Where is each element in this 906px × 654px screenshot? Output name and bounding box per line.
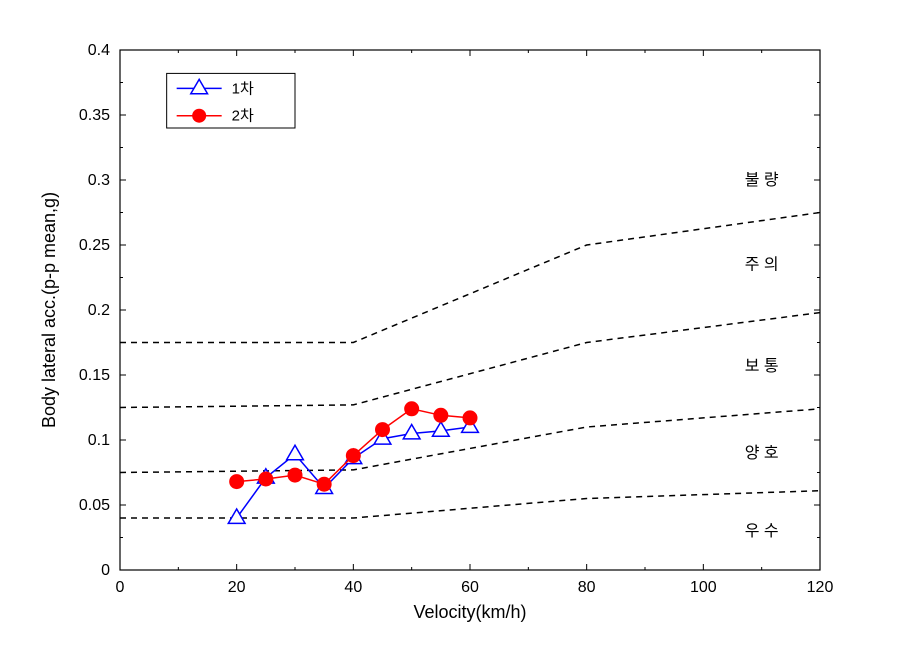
boundary-line-0 <box>120 491 820 518</box>
series-line-0 <box>237 427 470 518</box>
chart-svg: 0 20 40 60 80 100 120 0 0.05 0.1 0.15 0.2 0.25 0.3 0.3… <box>0 0 906 654</box>
x-tick-label: 0 <box>116 579 125 596</box>
y-tick-label: 0.05 <box>79 497 110 514</box>
series-marker-1 <box>376 423 390 437</box>
series-marker-1 <box>317 477 331 491</box>
series-marker-0 <box>287 445 304 459</box>
y-tick-label: 0.1 <box>88 432 110 449</box>
x-tick-label: 100 <box>690 579 717 596</box>
chart-container: 0 20 40 60 80 100 120 0 0.05 0.1 0.15 0.2 0.25 0.3 0.3… <box>0 0 906 654</box>
x-tick-label: 60 <box>461 579 479 596</box>
boundary-line-3 <box>120 213 820 343</box>
series-marker-1 <box>405 402 419 416</box>
series-marker-0 <box>403 425 420 439</box>
y-tick-label: 0.3 <box>88 172 110 189</box>
series-marker-1 <box>463 411 477 425</box>
legend-label-0: 1차 <box>232 80 254 97</box>
zone-label-0: 우 수 <box>745 522 779 540</box>
y-tick-label: 0.15 <box>79 367 110 384</box>
zone-label-4: 불 량 <box>745 171 779 189</box>
series-marker-1 <box>434 408 448 422</box>
x-tick-label: 80 <box>578 579 596 596</box>
series-marker-1 <box>230 475 244 489</box>
series-marker-1 <box>259 472 273 486</box>
x-tick-label: 120 <box>807 579 834 596</box>
y-tick-label: 0.2 <box>88 302 110 319</box>
zone-label-3: 주 의 <box>745 256 779 274</box>
legend-marker-1 <box>192 109 206 123</box>
y-tick-label: 0.25 <box>79 237 110 254</box>
y-tick-label: 0.35 <box>79 107 110 124</box>
series-marker-1 <box>288 468 302 482</box>
boundary-line-2 <box>120 313 820 408</box>
legend-label-1: 2차 <box>232 108 254 125</box>
x-tick-label: 20 <box>228 579 246 596</box>
y-tick-label: 0 <box>101 562 110 579</box>
x-tick-label: 40 <box>344 579 362 596</box>
x-axis-label: Velocity(km/h) <box>413 602 526 622</box>
zone-label-2: 보 통 <box>745 357 779 375</box>
y-tick-label: 0.4 <box>88 42 110 59</box>
series-marker-1 <box>346 449 360 463</box>
series-marker-0 <box>432 422 449 436</box>
zone-label-1: 양 호 <box>745 444 779 462</box>
y-axis-label: Body lateral acc.(p-p mean,g) <box>39 192 59 428</box>
